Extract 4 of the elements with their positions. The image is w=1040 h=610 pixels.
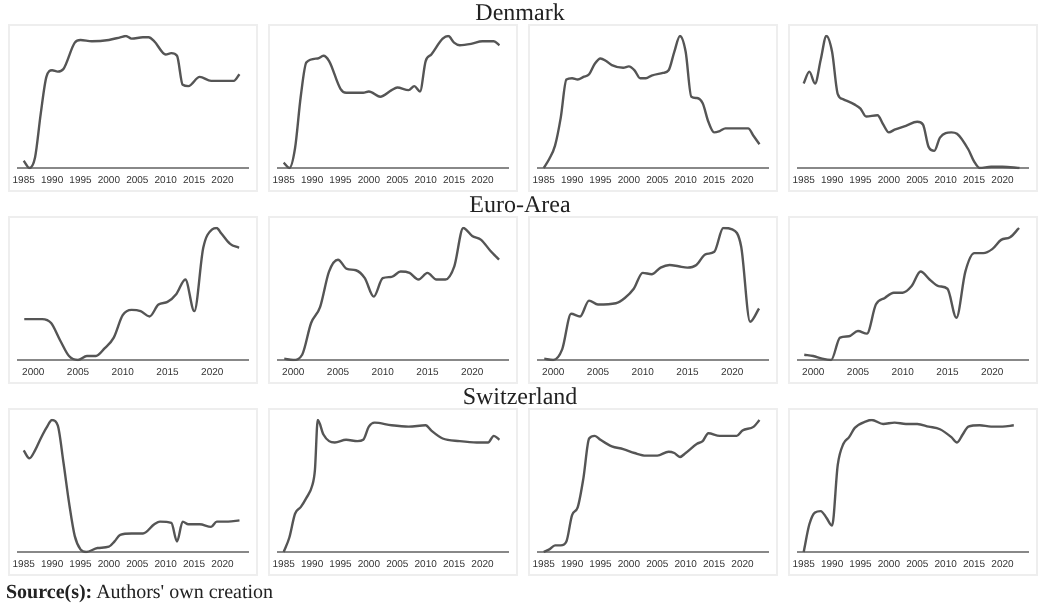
source-note: Source(s): Authors' own creation — [6, 582, 274, 604]
chart-title: Euro-Area — [467, 190, 573, 218]
chart-title: Denmark — [473, 0, 567, 26]
chart-title: Switzerland — [460, 382, 580, 410]
